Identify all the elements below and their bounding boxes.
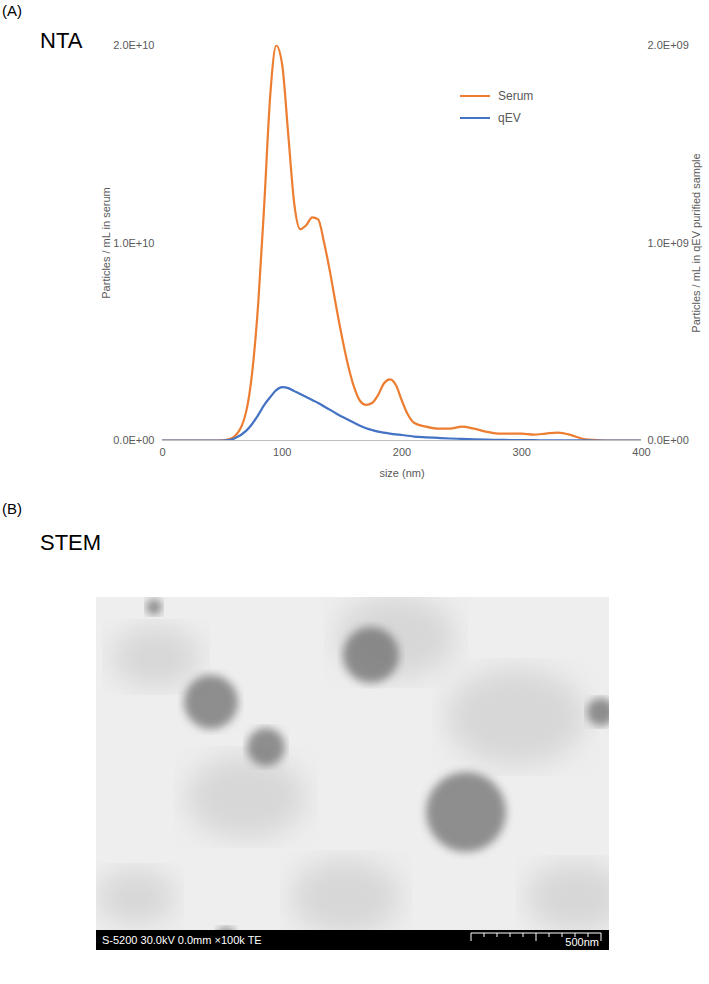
svg-text:Particles / mL in qEV purified: Particles / mL in qEV purified sample	[690, 153, 702, 332]
svg-text:1.0E+10: 1.0E+10	[113, 237, 154, 249]
svg-text:size (nm): size (nm)	[379, 467, 424, 479]
svg-text:500nm: 500nm	[565, 936, 599, 948]
html-text:Serum: Serum	[498, 89, 534, 103]
svg-text:0.0E+00: 0.0E+00	[648, 434, 689, 446]
svg-text:1.0E+09: 1.0E+09	[648, 237, 689, 249]
svg-text:0: 0	[159, 446, 165, 458]
html-text:NTA: NTA	[40, 28, 83, 53]
html-text:qEV: qEV	[498, 111, 521, 125]
html-text:(B): (B)	[2, 500, 22, 517]
svg-text:S-5200 30.0kV 0.0mm ×100k TE: S-5200 30.0kV 0.0mm ×100k TE	[102, 934, 262, 946]
svg-text:300: 300	[513, 446, 531, 458]
svg-text:0.0E+00: 0.0E+00	[113, 434, 154, 446]
svg-text:100: 100	[273, 446, 291, 458]
svg-text:2.0E+09: 2.0E+09	[648, 39, 689, 51]
svg-text:200: 200	[393, 446, 411, 458]
svg-text:Particles / mL in serum: Particles / mL in serum	[100, 187, 112, 298]
html-text:(A): (A)	[2, 2, 22, 19]
svg-text:2.0E+10: 2.0E+10	[113, 39, 154, 51]
svg-text:400: 400	[632, 446, 650, 458]
html-text:STEM: STEM	[40, 530, 102, 555]
